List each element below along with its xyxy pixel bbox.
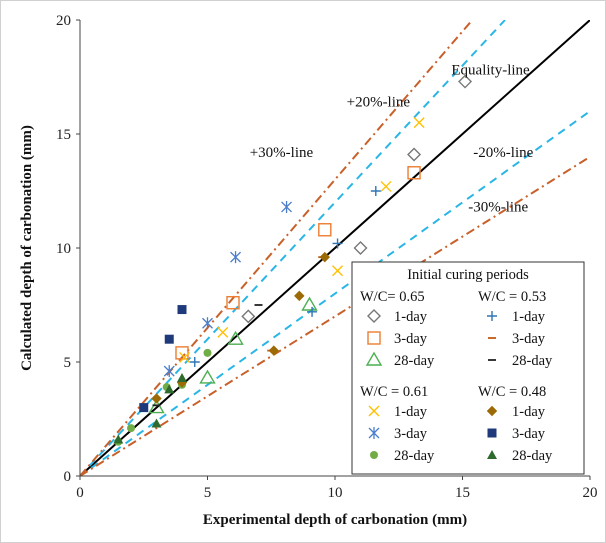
- legend: Initial curing periods W/C= 0.65 1-day 3-da…: [352, 262, 584, 474]
- legend-entry-label: 1-day: [512, 309, 546, 325]
- point-w-c-0-61-3-day: [203, 317, 213, 329]
- point-w-c-0-53-1-day: [333, 238, 343, 248]
- point-w-c-0-48-28-day: [177, 373, 187, 382]
- point-w-c-0-61-28-day: [127, 424, 135, 432]
- legend-entry-label: 3-day: [394, 331, 428, 347]
- x-tick-label: 10: [328, 485, 343, 501]
- x-tick-label: 5: [204, 485, 212, 501]
- point-w-c-0-53-1-day: [190, 357, 200, 367]
- legend-marker: [488, 429, 497, 438]
- point-w-c-0-65-1-day: [355, 242, 367, 254]
- annotation--20-line: -20%-line: [473, 145, 533, 161]
- legend-title: Initial curing periods: [407, 267, 529, 283]
- x-tick-label: 20: [583, 485, 598, 501]
- line-annotations: Equality-line +20%-line +30%-line -20%-line…: [250, 63, 534, 216]
- legend-entry-label: 28-day: [394, 448, 435, 464]
- legend-entry-label: 28-day: [394, 353, 435, 369]
- point-w-c-0-65-1-day: [408, 149, 420, 161]
- point-w-c-0-61-1-day: [414, 118, 424, 128]
- point-w-c-0-61-3-day: [231, 251, 241, 263]
- legend-group-label: W/C= 0.65: [360, 289, 425, 305]
- annotation-equality-line: Equality-line: [451, 63, 530, 79]
- legend-entry-label: 1-day: [394, 309, 428, 325]
- legend-entry-label: 3-day: [512, 426, 546, 442]
- y-tick-label: 5: [64, 355, 72, 371]
- annotation--20-line: +20%-line: [347, 95, 411, 111]
- point-w-c-0-65-28-day: [201, 371, 215, 383]
- point-w-c-0-48-3-day: [165, 335, 174, 344]
- legend-group-label: W/C = 0.61: [360, 384, 428, 400]
- y-tick-label: 10: [56, 241, 71, 257]
- legend-group-label: W/C = 0.48: [478, 384, 546, 400]
- legend-entry-label: 28-day: [512, 448, 553, 464]
- point-w-c-0-48-1-day: [295, 291, 304, 300]
- legend-entry-label: 28-day: [512, 353, 553, 369]
- y-tick-label: 0: [64, 469, 72, 485]
- point-w-c-0-65-28-day: [303, 298, 317, 310]
- annotation--30-line: +30%-line: [250, 145, 314, 161]
- point-w-c-0-48-3-day: [178, 305, 187, 314]
- y-axis-label: Calculated depth of carbonation (mm): [19, 125, 35, 371]
- legend-entry-label: 3-day: [394, 426, 428, 442]
- legend-entry-label: 1-day: [394, 404, 428, 420]
- point-w-c-0-61-28-day: [204, 349, 212, 357]
- y-tick-label: 20: [56, 13, 71, 29]
- legend-group-label: W/C = 0.53: [478, 289, 546, 305]
- legend-marker: [370, 451, 378, 459]
- legend-entry-label: 1-day: [512, 404, 546, 420]
- point-w-c-0-61-1-day: [333, 266, 343, 276]
- point-w-c-0-61-1-day: [218, 327, 228, 337]
- point-w-c-0-53-1-day: [371, 186, 381, 196]
- point-w-c-0-48-3-day: [139, 403, 148, 412]
- x-tick-label: 0: [76, 485, 84, 501]
- point-w-c-0-48-1-day: [152, 394, 161, 403]
- legend-entry-label: 3-day: [512, 331, 546, 347]
- annotation--30-line: -30%-line: [468, 200, 528, 216]
- point-w-c-0-65-3-day: [319, 224, 331, 236]
- x-axis-label: Experimental depth of carbonation (mm): [203, 512, 467, 528]
- x-tick-label: 15: [455, 485, 470, 501]
- point-w-c-0-61-3-day: [164, 365, 174, 377]
- point-w-c-0-61-1-day: [381, 181, 391, 191]
- y-tick-label: 15: [56, 127, 71, 143]
- point-w-c-0-61-3-day: [282, 201, 292, 213]
